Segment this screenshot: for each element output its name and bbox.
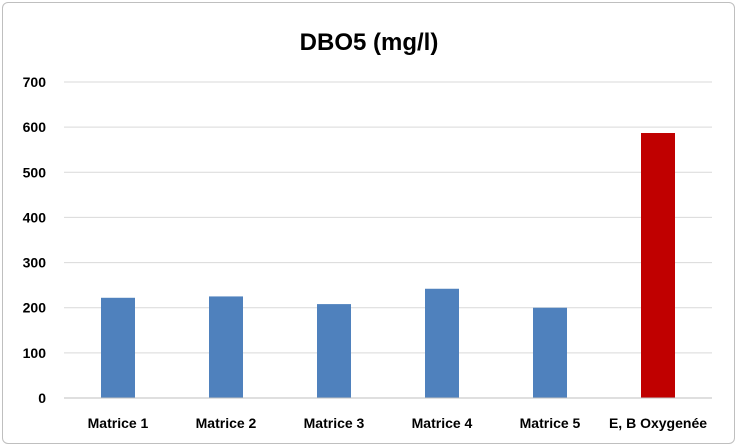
chart-title: DBO5 (mg/l)	[300, 29, 439, 56]
bar-6	[641, 133, 675, 399]
x-axis-categories: Matrice 1 Matrice 2 Matrice 3 Matrice 4 Matr…	[88, 415, 708, 431]
bars	[101, 133, 675, 399]
x-category-label: Matrice 2	[196, 415, 257, 431]
x-category-label: Matrice 5	[520, 415, 581, 431]
bar-1	[101, 297, 135, 398]
y-tick-label: 500	[23, 164, 47, 180]
gridlines	[64, 81, 712, 354]
x-category-label: Matrice 3	[304, 415, 365, 431]
x-category-label: E, B Oxygenée	[609, 415, 707, 431]
y-axis-ticks: 0 100 200 300 400 500 600 700	[23, 74, 47, 406]
x-category-label: Matrice 4	[412, 415, 473, 431]
bar-5	[533, 307, 567, 398]
y-tick-label: 300	[23, 255, 47, 271]
bar-4	[425, 288, 459, 398]
bar-3	[317, 304, 351, 398]
bar-2	[209, 296, 243, 398]
y-tick-label: 400	[23, 209, 47, 225]
y-tick-label: 0	[38, 390, 46, 406]
y-tick-label: 200	[23, 300, 47, 316]
y-tick-label: 100	[23, 345, 47, 361]
y-tick-label: 600	[23, 119, 47, 135]
x-category-label: Matrice 1	[88, 415, 149, 431]
y-tick-label: 700	[23, 74, 47, 90]
